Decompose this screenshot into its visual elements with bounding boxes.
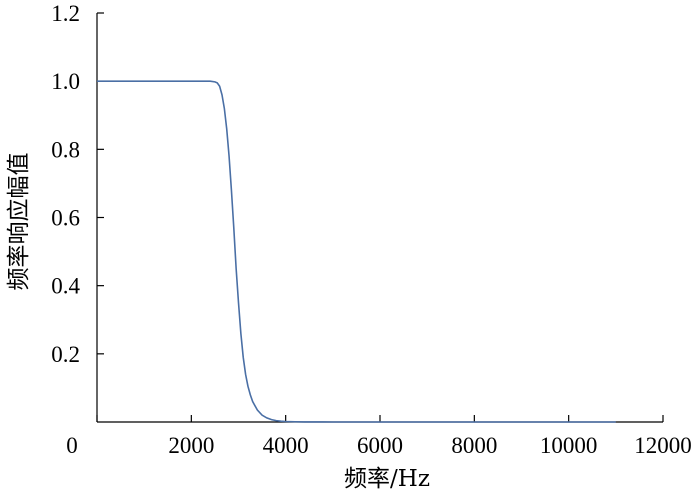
y-tick-label: 0.8 <box>51 137 80 162</box>
series-line <box>97 80 616 423</box>
x-tick-label: 8000 <box>451 433 497 458</box>
x-ticks: 0 2000 4000 6000 8000 10000 12000 <box>66 415 692 458</box>
x-tick-label: 2000 <box>168 433 214 458</box>
x-tick-label: 6000 <box>357 433 403 458</box>
x-tick-label: 4000 <box>263 433 309 458</box>
x-axis-title: 频率/Hz <box>344 466 430 492</box>
x-tick-label: 12000 <box>634 433 692 458</box>
y-tick-label: 1.2 <box>51 1 80 26</box>
axes <box>96 13 663 423</box>
y-tick-label: 0.4 <box>51 274 80 299</box>
x-tick-label: 0 <box>66 433 78 458</box>
y-ticks: 0.2 0.4 0.6 0.8 1.0 1.2 <box>51 1 104 367</box>
y-tick-label: 1.0 <box>51 69 80 94</box>
y-tick-label: 0.2 <box>51 342 80 367</box>
x-tick-label: 10000 <box>540 433 598 458</box>
y-axis-title: 频率响应幅值 <box>6 153 32 291</box>
y-tick-label: 0.6 <box>51 206 80 231</box>
